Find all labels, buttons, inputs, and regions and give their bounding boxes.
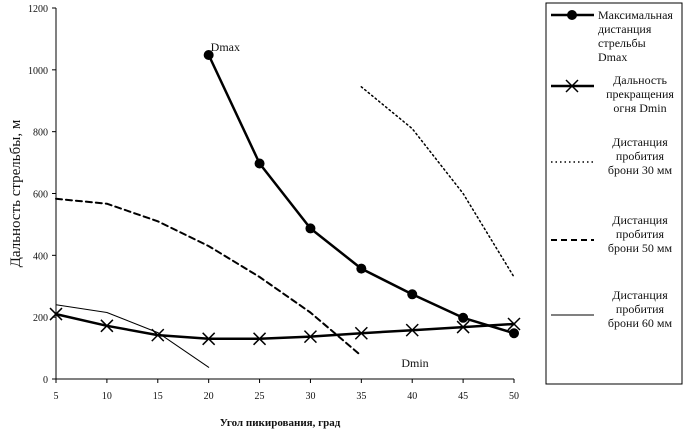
legend-label-1: Dmax — [598, 50, 627, 64]
series-1-point — [509, 328, 519, 339]
legend-label-1: дистанция — [598, 22, 652, 36]
y-axis-title: Дальность стрельбы, м — [8, 119, 24, 267]
legend-label-4: Дистанция — [612, 213, 668, 227]
series-1-point — [203, 49, 214, 60]
series-5 — [55, 304, 210, 368]
x-tick-label: 45 — [458, 391, 468, 402]
legend-label-3: Дистанция — [612, 135, 668, 149]
x-tick-label: 25 — [255, 391, 265, 402]
series-3 — [360, 86, 515, 278]
series-2-point — [405, 323, 419, 337]
legend-marker-2 — [565, 79, 579, 93]
series-1-line — [207, 53, 516, 335]
series-2-point — [303, 330, 317, 344]
x-tick-label: 35 — [356, 391, 366, 402]
series-4 — [55, 197, 363, 357]
x-tick-label: 50 — [509, 391, 519, 402]
annotation-dmax: Dmax — [211, 40, 240, 54]
legend-label-2: прекращения — [606, 87, 674, 101]
y-tick-label: 800 — [33, 128, 48, 139]
series-2-point — [507, 317, 521, 331]
y-tick-label: 0 — [43, 375, 48, 386]
legend-label-3: брони 30 мм — [608, 163, 673, 177]
series-2-point — [253, 332, 267, 346]
series-1-point — [254, 158, 265, 169]
legend-label-3: пробития — [616, 149, 665, 163]
series-2-point — [354, 326, 368, 340]
legend-label-1: стрельбы — [598, 36, 646, 50]
series-1-point — [305, 223, 316, 234]
legend-box — [545, 2, 683, 385]
legend-label-2: Дальность — [613, 73, 667, 87]
series-5-line — [55, 304, 210, 368]
y-tick-label: 200 — [33, 313, 48, 324]
legend-label-5: брони 60 мм — [608, 316, 673, 330]
series-3-line — [360, 86, 515, 278]
legend-label-5: Дистанция — [612, 288, 668, 302]
series-1-point — [356, 263, 367, 274]
legend-label-1: Максимальная — [598, 8, 673, 22]
x-tick-label: 20 — [204, 391, 214, 402]
series-layer — [49, 49, 521, 368]
legend-label-4: пробития — [616, 227, 665, 241]
axes: 5 10 15 20 25 30 35 40 45 50 0 200 400 600 800 1000 1200… — [8, 4, 519, 429]
y-tick-label: 1000 — [28, 66, 48, 77]
y-tick-label: 600 — [33, 190, 48, 201]
annotation-dmin: Dmin — [401, 356, 428, 370]
x-tick-label: 5 — [54, 391, 59, 402]
legend-marker-1 — [567, 10, 577, 20]
x-axis-title: Угол пикирования, град — [220, 417, 341, 429]
series-1-point — [407, 289, 418, 300]
series-2-line — [54, 312, 516, 341]
series-2-point — [49, 307, 63, 321]
series-2-point — [100, 319, 114, 333]
series-4-line — [55, 197, 363, 357]
series-1-point — [458, 312, 469, 323]
series-2 — [49, 307, 521, 346]
legend-label-5: пробития — [616, 302, 665, 316]
series-2-point — [456, 320, 470, 334]
annotations: Dmax Dmin — [211, 40, 429, 370]
y-tick-label: 400 — [33, 251, 48, 262]
y-tick-label: 1200 — [28, 4, 48, 15]
legend-label-4: брони 50 мм — [608, 241, 673, 255]
legend-label-2: огня Dmin — [613, 101, 666, 115]
x-tick-label: 15 — [153, 391, 163, 402]
x-tick-label: 40 — [407, 391, 417, 402]
series-1 — [203, 49, 519, 339]
series-2-point — [202, 332, 216, 346]
x-tick-label: 30 — [305, 391, 315, 402]
x-tick-label: 10 — [102, 391, 112, 402]
